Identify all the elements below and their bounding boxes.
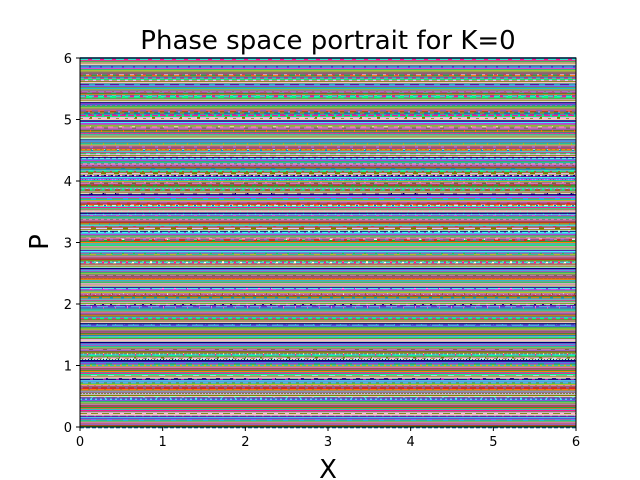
- x-tick-label: 6: [572, 435, 580, 450]
- x-axis-label: X: [319, 455, 337, 480]
- plot-area: [80, 57, 576, 429]
- y-axis-label: P: [25, 234, 55, 250]
- x-tick-label: 1: [159, 435, 167, 450]
- y-tick-label: 0: [64, 421, 72, 436]
- y-tick-label: 1: [64, 360, 72, 375]
- y-tick-label: 3: [64, 237, 72, 252]
- x-tick-label: 0: [76, 435, 84, 450]
- y-tick-label: 4: [64, 175, 72, 190]
- chart-title: Phase space portrait for K=0: [140, 26, 515, 56]
- y-tick-label: 2: [64, 298, 72, 313]
- x-axis: 0 1 2 3 4 5 6: [76, 427, 580, 450]
- x-tick-label: 4: [407, 435, 415, 450]
- x-tick-label: 3: [324, 435, 332, 450]
- y-axis: 0 1 2 3 4 5 6: [64, 52, 80, 436]
- y-tick-label: 5: [64, 114, 72, 129]
- y-tick-label: 6: [64, 52, 72, 67]
- x-tick-label: 2: [241, 435, 249, 450]
- x-tick-label: 5: [489, 435, 497, 450]
